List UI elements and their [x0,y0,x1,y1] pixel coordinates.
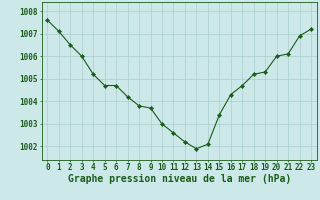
X-axis label: Graphe pression niveau de la mer (hPa): Graphe pression niveau de la mer (hPa) [68,174,291,184]
